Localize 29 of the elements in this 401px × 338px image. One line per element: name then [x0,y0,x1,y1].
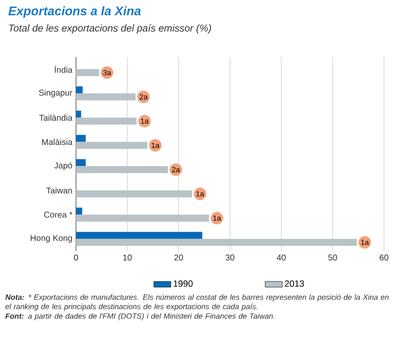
x-tick-label: 40 [276,254,286,261]
x-tick-label: 60 [380,254,388,261]
y-tick-label: Malàisia [42,138,72,146]
y-tick-label: Japó [54,162,72,170]
chart-subtitle: Total de les exportacions del país emissor (%) [9,24,211,34]
x-tick-label: 50 [328,254,338,261]
bar [76,166,168,174]
y-tick-label: Índia [54,65,72,73]
bar [76,110,82,118]
x-tick-label: 0 [74,254,78,261]
legend-label: 2013 [284,280,304,287]
y-tick-label: Singapur [38,89,72,98]
bar [76,159,86,166]
x-tick-label: 20 [174,254,184,261]
y-tick-label: Taiwan [46,187,72,194]
y-tick-label: Corea * [44,212,72,218]
bar [76,208,82,215]
bar [76,134,86,142]
y-tick-label: Hong Kong [30,235,72,243]
legend-label: 1990 [174,280,193,287]
bar [76,238,357,246]
x-tick-label: 10 [123,254,132,261]
y-tick-label: Tailàndia [39,114,72,121]
x-tick-label: 30 [226,254,234,261]
chart-title: Exportacions a la Xina [8,6,141,18]
bar [76,86,83,94]
bar [76,214,209,222]
bar [76,232,202,239]
bar [76,142,148,149]
